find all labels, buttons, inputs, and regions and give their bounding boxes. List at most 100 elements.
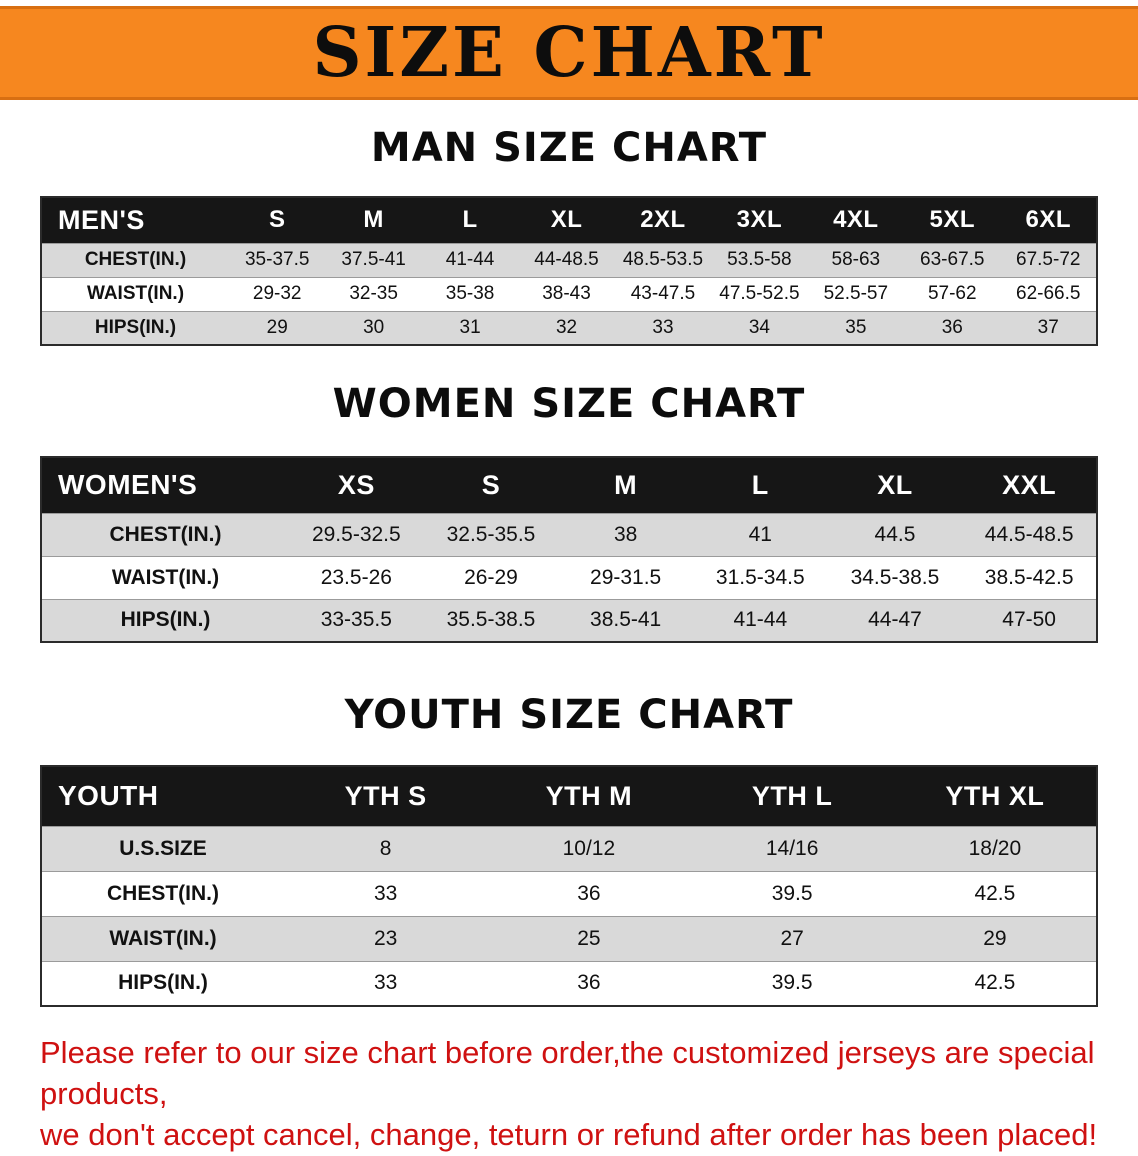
size-value-cell: 44-47: [868, 608, 922, 632]
size-value-cell: 34.5-38.5: [850, 565, 940, 589]
size-value-cell: 31.5-34.5: [715, 565, 805, 589]
size-value-cell: 39.5: [771, 971, 813, 995]
size-value-cell: 14/16: [765, 836, 819, 860]
women-section-heading: WOMEN SIZE CHART: [332, 381, 806, 427]
size-value-cell: 42.5: [974, 971, 1016, 995]
youth-size-table: YOUTH YTH S YTH M YTH L YTH XL U.S.SIZE 8 10/12…: [40, 765, 1098, 1007]
table-row: CHEST(IN.) 29.5-32.5 32.5-35.5 38 41 44.5 44.5…: [41, 513, 1097, 556]
size-column-header: L: [421, 197, 519, 243]
size-column-header: M: [558, 457, 693, 513]
size-value-cell: 41-44: [445, 249, 495, 270]
size-value-cell: 35: [845, 316, 867, 338]
men-section-heading: MAN SIZE CHART: [370, 125, 768, 171]
size-value-cell: 29.5-32.5: [311, 522, 401, 546]
women-section: WOMEN SIZE CHART WOMEN'S XS S M L XL XXL CHEST(…: [0, 380, 1138, 643]
size-value-cell: 30: [363, 316, 385, 338]
size-value-cell: 29-32: [252, 283, 302, 304]
size-value-cell: 31: [459, 316, 481, 338]
men-section: MAN SIZE CHART MEN'S S M L XL 2XL 3XL 4XL 5XL 6XL…: [0, 124, 1138, 346]
size-value-cell: 43-47.5: [630, 283, 696, 304]
row-label-cell: CHEST(IN.): [84, 249, 187, 270]
size-value-cell: 53.5-58: [727, 249, 792, 270]
size-value-cell: 33: [652, 316, 674, 338]
size-column-header: XXL: [962, 457, 1097, 513]
page-title: SIZE CHART: [312, 13, 826, 93]
size-value-cell: 38-43: [542, 283, 591, 304]
men-size-table: MEN'S S M L XL 2XL 3XL 4XL 5XL 6XL CHEST(IN.) 35-37…: [40, 196, 1098, 346]
size-value-cell: 41-44: [733, 608, 788, 632]
size-value-cell: 44.5-48.5: [984, 522, 1074, 546]
row-label-cell: HIPS(IN.): [118, 971, 208, 995]
size-value-cell: 41: [748, 522, 772, 546]
table-row: HIPS(IN.) 33-35.5 35.5-38.5 38.5-41 41-44 44-…: [41, 599, 1097, 642]
table-row: WAIST(IN.) 29-32 32-35 35-38 38-43 43-47.5 47.…: [41, 277, 1097, 311]
size-value-cell: 32.5-35.5: [446, 522, 536, 546]
table-header-row: YOUTH YTH S YTH M YTH L YTH XL: [41, 766, 1097, 826]
table-row: WAIST(IN.) 23 25 27 29: [41, 916, 1097, 961]
table-header-row: WOMEN'S XS S M L XL XXL: [41, 457, 1097, 513]
size-value-cell: 38.5-41: [590, 608, 662, 632]
size-value-cell: 62-66.5: [1016, 283, 1081, 304]
row-label-cell: WAIST(IN.): [111, 565, 220, 589]
size-value-cell: 44.5: [874, 522, 916, 546]
women-size-table: WOMEN'S XS S M L XL XXL CHEST(IN.) 29.5-32.5 32.5…: [40, 456, 1098, 643]
size-value-cell: 36: [577, 971, 601, 995]
table-row: U.S.SIZE 8 10/12 14/16 18/20: [41, 826, 1097, 871]
size-value-cell: 8: [379, 836, 392, 860]
size-value-cell: 32: [555, 316, 578, 338]
row-label-cell: HIPS(IN.): [94, 316, 177, 338]
size-value-cell: 33: [373, 881, 398, 905]
size-value-cell: 36: [577, 881, 601, 905]
size-value-cell: 29: [266, 316, 288, 338]
size-value-cell: 57-62: [927, 283, 977, 304]
row-label-cell: WAIST(IN.): [86, 283, 185, 304]
size-value-cell: 37: [1037, 316, 1059, 338]
disclaimer-line-2: we don't accept cancel, change, teturn o…: [40, 1116, 1098, 1152]
size-column-header: YTH M: [487, 766, 691, 826]
size-value-cell: 33: [373, 971, 398, 995]
size-value-cell: 29-31.5: [590, 565, 662, 589]
size-column-header: YTH L: [690, 766, 894, 826]
table-title-cell: YOUTH: [41, 766, 284, 826]
size-column-header: 5XL: [904, 197, 1001, 243]
size-value-cell: 23.5-26: [320, 565, 392, 589]
row-label-cell: U.S.SIZE: [119, 836, 207, 860]
youth-section: YOUTH SIZE CHART YOUTH YTH S YTH M YTH L YTH…: [0, 691, 1138, 1007]
size-column-header: YTH XL: [893, 766, 1097, 826]
size-column-header: XS: [289, 457, 424, 513]
size-column-header: XL: [827, 457, 963, 513]
size-value-cell: 35-38: [445, 283, 495, 304]
row-label-cell: CHEST(IN.): [107, 881, 219, 905]
size-value-cell: 38.5-42.5: [984, 565, 1074, 589]
size-column-header: XL: [518, 197, 615, 243]
row-label-cell: CHEST(IN.): [109, 522, 222, 546]
size-chart-page: SIZE CHART MAN SIZE CHART MEN'S S M L XL 2XL 3…: [0, 6, 1138, 1156]
size-value-cell: 10/12: [562, 836, 616, 860]
size-value-cell: 35.5-38.5: [446, 608, 536, 632]
size-value-cell: 52.5-57: [823, 283, 889, 304]
size-value-cell: 36: [941, 316, 963, 338]
size-value-cell: 35-37.5: [244, 249, 310, 270]
size-value-cell: 37.5-41: [341, 249, 406, 270]
size-value-cell: 34: [748, 316, 770, 338]
table-header-row: MEN'S S M L XL 2XL 3XL 4XL 5XL 6XL: [41, 197, 1097, 243]
size-value-cell: 67.5-72: [1016, 249, 1081, 270]
size-column-header: M: [325, 197, 422, 243]
size-column-header: 4XL: [807, 197, 905, 243]
table-row: WAIST(IN.) 23.5-26 26-29 29-31.5 31.5-34.5 34…: [41, 556, 1097, 599]
disclaimer: Please refer to our size chart before or…: [40, 1033, 1102, 1156]
size-value-cell: 29: [983, 926, 1007, 950]
size-value-cell: 58-63: [831, 249, 881, 270]
table-row: HIPS(IN.) 29 30 31 32 33 34 35 36 37: [41, 311, 1097, 345]
row-label-cell: WAIST(IN.): [109, 926, 217, 950]
size-value-cell: 47-50: [1002, 608, 1056, 632]
size-value-cell: 48.5-53.5: [622, 249, 704, 270]
size-value-cell: 47.5-52.5: [719, 283, 800, 304]
size-column-header: 3XL: [711, 197, 808, 243]
row-label-cell: HIPS(IN.): [120, 608, 211, 632]
table-row: HIPS(IN.) 33 36 39.5 42.5: [41, 961, 1097, 1006]
size-column-header: 6XL: [1000, 197, 1097, 243]
size-value-cell: 39.5: [771, 881, 813, 905]
size-column-header: YTH S: [284, 766, 488, 826]
size-value-cell: 42.5: [974, 881, 1016, 905]
